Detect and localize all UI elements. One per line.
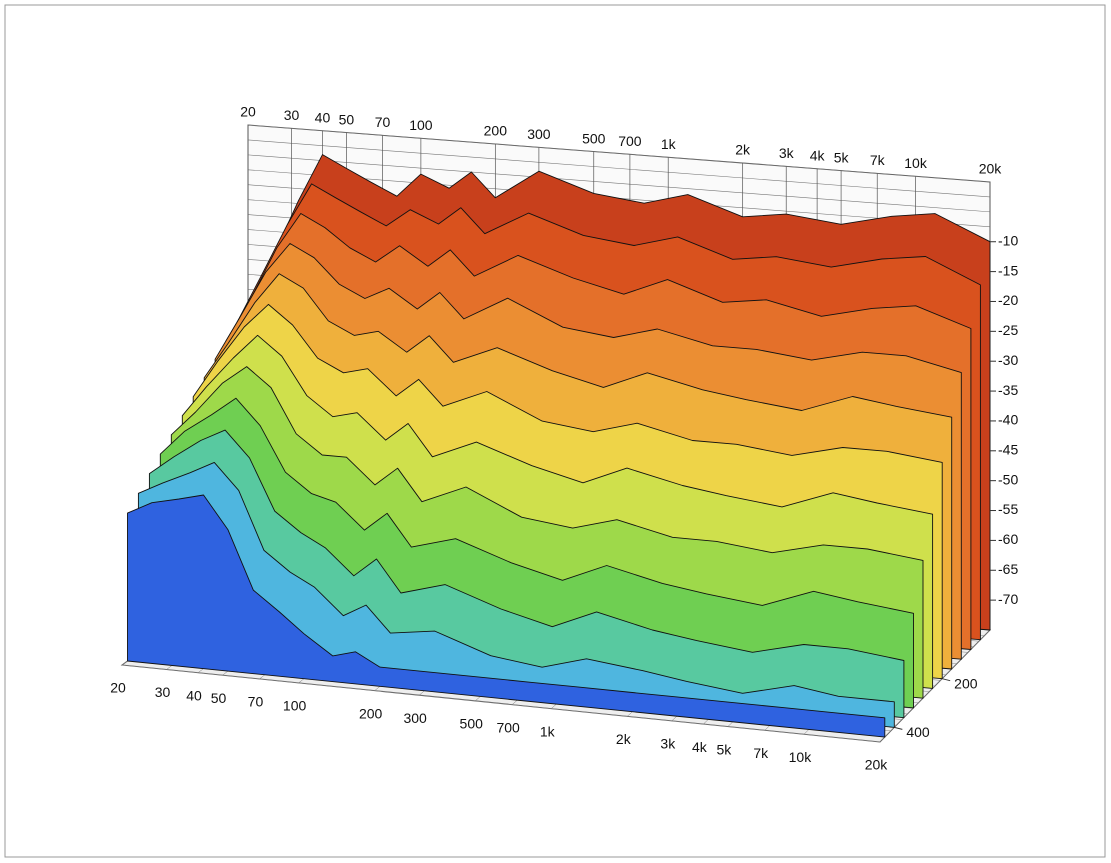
- z-tick-label: -15: [998, 262, 1018, 278]
- top-tick-label: 10k: [904, 155, 928, 171]
- bottom-tick-label: 2k: [616, 731, 632, 747]
- z-tick-label: -45: [998, 442, 1018, 458]
- top-tick-label: 300: [527, 126, 551, 142]
- bottom-tick-label: 30: [155, 684, 171, 700]
- chart: 20 20 30 30 40 40 50 50 70 70 100 100 200 200 300 300 50…: [0, 0, 1111, 863]
- z-tick-label: -55: [998, 501, 1018, 517]
- top-tick-label: 30: [284, 107, 300, 123]
- bottom-tick-label: 1k: [540, 723, 556, 739]
- z-tick-label: -65: [998, 561, 1018, 577]
- top-tick-label: 3k: [779, 145, 795, 161]
- top-tick-label: 500: [582, 130, 606, 146]
- z-tick-label: -60: [998, 531, 1018, 547]
- depth-tick-label: 200: [954, 675, 978, 691]
- bottom-tick-label: 100: [283, 698, 307, 714]
- top-tick-label: 20k: [979, 161, 1003, 177]
- top-tick-label: 5k: [834, 149, 850, 165]
- bottom-tick-label: 4k: [692, 739, 708, 755]
- z-tick-label: -70: [998, 591, 1018, 607]
- bottom-tick-label: 70: [248, 694, 264, 710]
- bottom-tick-label: 700: [496, 719, 520, 735]
- top-tick-label: 20: [240, 104, 256, 120]
- z-tick-label: -25: [998, 322, 1018, 338]
- top-tick-label: 7k: [870, 152, 886, 168]
- z-tick-label: -20: [998, 292, 1018, 308]
- bottom-tick-label: 200: [359, 705, 383, 721]
- top-tick-label: 2k: [735, 142, 751, 158]
- bottom-tick-label: 20: [110, 680, 126, 696]
- top-tick-label: 1k: [661, 136, 677, 152]
- top-tick-label: 50: [339, 111, 355, 127]
- bottom-tick-label: 10k: [789, 749, 813, 765]
- z-tick-label: -30: [998, 352, 1018, 368]
- top-tick-label: 40: [315, 109, 331, 125]
- bottom-tick-label: 5k: [716, 741, 732, 757]
- page: {"chart_data": {"type": "waterfall", "x"…: [0, 0, 1111, 863]
- top-tick-label: 4k: [810, 147, 826, 163]
- bottom-tick-label: 50: [211, 690, 227, 706]
- top-tick-label: 100: [409, 117, 433, 133]
- top-tick-label: 70: [375, 114, 391, 130]
- bottom-tick-label: 300: [403, 710, 427, 726]
- bottom-tick-label: 500: [460, 716, 484, 732]
- z-tick-label: -50: [998, 471, 1018, 487]
- bottom-tick-label: 40: [186, 687, 202, 703]
- bottom-tick-label: 20k: [865, 757, 889, 773]
- top-tick-label: 700: [618, 133, 642, 149]
- z-tick-label: -35: [998, 382, 1018, 398]
- bottom-tick-label: 3k: [660, 736, 676, 752]
- z-tick-label: -10: [998, 232, 1018, 248]
- z-tick-label: -40: [998, 412, 1018, 428]
- depth-tick-label: 400: [906, 724, 930, 740]
- bottom-tick-label: 7k: [753, 745, 769, 761]
- top-tick-label: 200: [484, 123, 508, 139]
